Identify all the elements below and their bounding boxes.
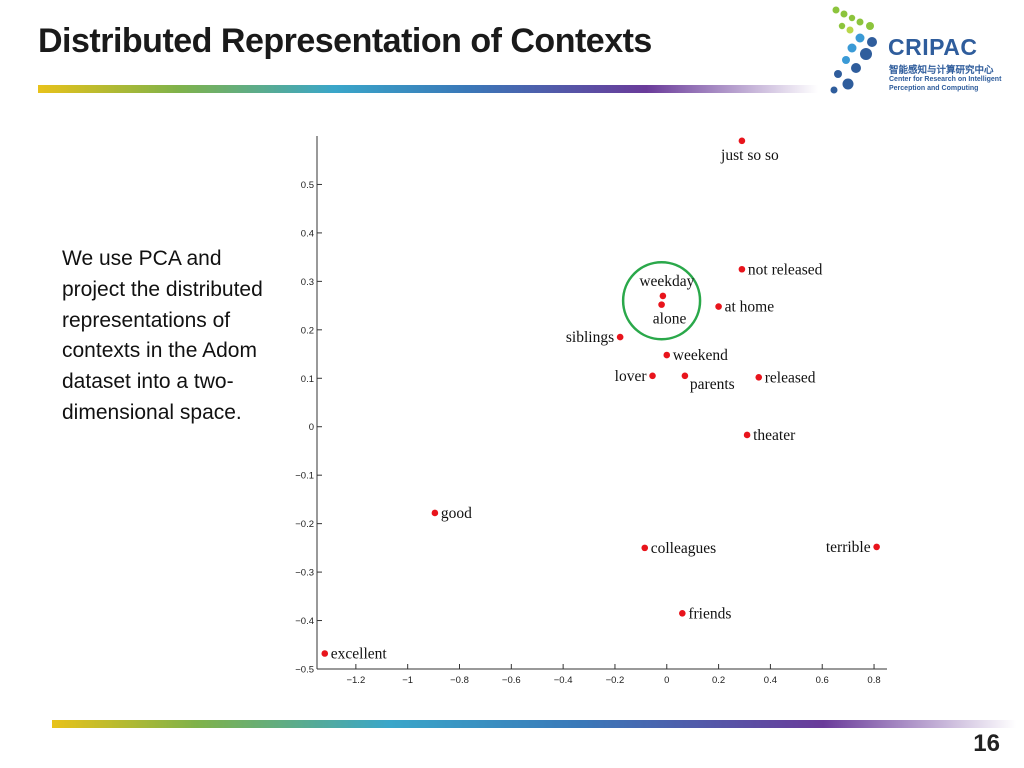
logo-chinese-name: 智能感知与计算研究中心 (889, 65, 994, 76)
y-tick-label: −0.4 (295, 616, 314, 627)
x-tick-label: −0.2 (606, 675, 625, 686)
cripac-logo: CRIPAC 智能感知与计算研究中心 Center for Research o… (826, 4, 1020, 104)
x-tick-label: −0.4 (554, 675, 573, 686)
slide-title: Distributed Representation of Contexts (38, 22, 652, 60)
scatter-point (321, 650, 329, 657)
logo-english-line1: Center for Research on Intelligent (889, 76, 1002, 83)
scatter-point (679, 609, 686, 617)
point-label: alone (653, 311, 687, 328)
point-label: released (765, 369, 816, 386)
point-label: good (441, 505, 472, 522)
x-tick-label: 0.2 (712, 675, 725, 686)
point-label: just so so (720, 147, 779, 164)
y-tick-label: −0.3 (295, 568, 314, 579)
y-tick-label: 0 (309, 422, 314, 433)
point-label: weekday (639, 273, 694, 290)
x-tick-label: 0.4 (764, 675, 777, 686)
y-tick-label: 0.1 (301, 374, 314, 385)
point-label: terrible (826, 539, 871, 556)
body-text: We use PCA and project the distributed r… (62, 247, 263, 424)
y-tick-label: 0.3 (301, 277, 314, 288)
point-label: weekend (673, 347, 728, 364)
point-label: colleagues (651, 540, 716, 557)
x-tick-label: −0.6 (502, 675, 521, 686)
scatter-point (681, 372, 689, 380)
page-number: 16 (973, 730, 1000, 757)
scatter-point (738, 137, 746, 145)
x-tick-label: 0.8 (867, 675, 880, 686)
footer-bar (52, 720, 1016, 728)
y-tick-label: −0.5 (295, 665, 314, 676)
point-label: siblings (566, 329, 614, 346)
scatter-point (641, 544, 649, 552)
scatter-point (616, 333, 624, 341)
y-tick-label: −0.1 (295, 471, 314, 482)
point-label: at home (725, 299, 775, 316)
scatter-point (658, 301, 665, 308)
x-tick-label: 0.6 (816, 675, 829, 686)
chart-axes: 0.5 0.4 0.3 0.2 0.1 0 −0.1 −0.2 −0.3 −0.4 −0.5 −1.2… (295, 136, 887, 686)
logo-name: CRIPAC (888, 34, 978, 60)
title-underline-bar (38, 85, 818, 93)
point-label: lover (615, 368, 648, 385)
scatter-point (715, 303, 722, 310)
point-label: theater (753, 427, 796, 444)
scatter-point (873, 543, 880, 551)
scatter-point (743, 431, 751, 439)
highlight-circle (621, 261, 702, 341)
scatter-point (663, 351, 671, 359)
x-tick-label: −1.2 (346, 675, 365, 686)
x-tick-label: −1 (402, 675, 413, 686)
y-tick-label: 0.2 (301, 325, 314, 336)
y-tick-label: 0.5 (301, 180, 314, 191)
pca-scatter-chart: 0.5 0.4 0.3 0.2 0.1 0 −0.1 −0.2 −0.3 −0.4 −0.5 −1.2… (295, 136, 887, 686)
scatter-point (431, 509, 439, 517)
chart-marks: just so so not released weekday alone at hom… (321, 137, 880, 662)
point-label: friends (688, 605, 731, 622)
scatter-point (649, 372, 656, 380)
scatter-point (659, 292, 667, 300)
scatter-point (755, 374, 763, 381)
point-label: not released (748, 261, 823, 278)
point-label: excellent (331, 645, 388, 662)
point-label: parents (690, 376, 735, 393)
logo-dots-icon (830, 6, 877, 94)
logo-english-line2: Perception and Computing (889, 85, 979, 92)
x-tick-label: −0.8 (450, 675, 469, 686)
y-tick-label: −0.2 (295, 519, 314, 530)
x-tick-label: 0 (664, 675, 669, 686)
y-tick-label: 0.4 (301, 228, 314, 239)
scatter-point (738, 265, 746, 273)
